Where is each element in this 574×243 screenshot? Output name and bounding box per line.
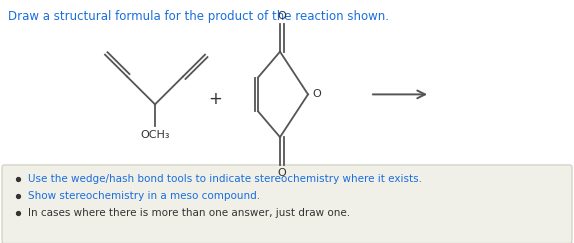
Text: +: + — [208, 90, 222, 108]
Text: OCH₃: OCH₃ — [140, 130, 170, 140]
Text: O: O — [278, 11, 286, 21]
Text: Show stereochemistry in a meso compound.: Show stereochemistry in a meso compound. — [28, 191, 260, 201]
Text: O: O — [312, 89, 321, 99]
FancyBboxPatch shape — [2, 165, 572, 243]
Text: Use the wedge/hash bond tools to indicate stereochemistry where it exists.: Use the wedge/hash bond tools to indicat… — [28, 174, 422, 184]
Text: O: O — [278, 168, 286, 178]
Text: In cases where there is more than one answer, just draw one.: In cases where there is more than one an… — [28, 208, 350, 218]
Text: Draw a structural formula for the product of the reaction shown.: Draw a structural formula for the produc… — [8, 10, 389, 23]
